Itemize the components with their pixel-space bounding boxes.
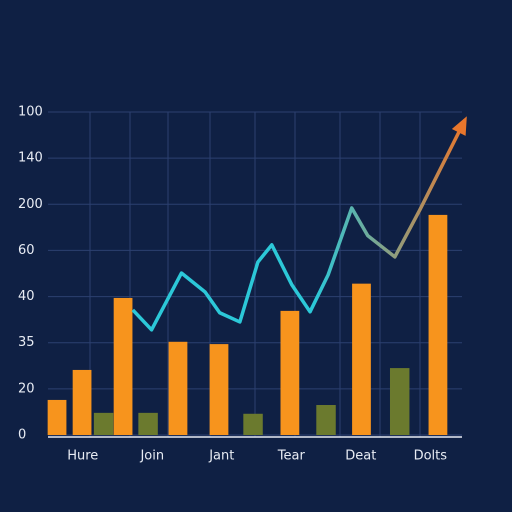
line <box>131 119 467 332</box>
arrow-head <box>451 116 467 136</box>
bar <box>316 405 336 435</box>
bar <box>352 283 371 435</box>
x-tick-label: Tear <box>277 449 306 464</box>
bar <box>280 310 300 435</box>
y-tick-label: 100 <box>18 105 43 120</box>
bar <box>72 369 92 435</box>
bar <box>93 412 114 435</box>
bar <box>209 344 229 435</box>
bar <box>389 368 410 435</box>
bar <box>113 297 133 435</box>
y-tick-label: 0 <box>18 428 26 443</box>
vertical-grid <box>89 112 421 437</box>
bar <box>168 341 188 435</box>
bar <box>428 214 448 435</box>
x-tick-label: Join <box>139 449 164 464</box>
bar <box>243 413 263 435</box>
x-tick-label: Deat <box>345 449 376 464</box>
y-tick-label: 20 <box>18 381 35 396</box>
y-tick-label: 140 <box>18 151 43 166</box>
y-tick-label: 200 <box>18 197 43 212</box>
bar <box>138 412 158 435</box>
x-tick-label: Hure <box>67 449 98 464</box>
bar <box>47 399 67 435</box>
plot: 0 20 35 40 60 200 140 100 Hure Join Jant Tear Deat Do… <box>18 105 467 464</box>
x-tick-label: Dolts <box>414 449 448 464</box>
y-tick-label: 35 <box>18 335 35 350</box>
y-tick-label: 40 <box>18 289 35 304</box>
x-tick-label: Jant <box>208 449 234 464</box>
y-tick-label: 60 <box>18 243 35 258</box>
